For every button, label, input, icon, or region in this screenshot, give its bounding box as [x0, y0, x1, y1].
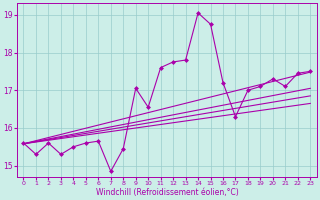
X-axis label: Windchill (Refroidissement éolien,°C): Windchill (Refroidissement éolien,°C): [96, 188, 238, 197]
